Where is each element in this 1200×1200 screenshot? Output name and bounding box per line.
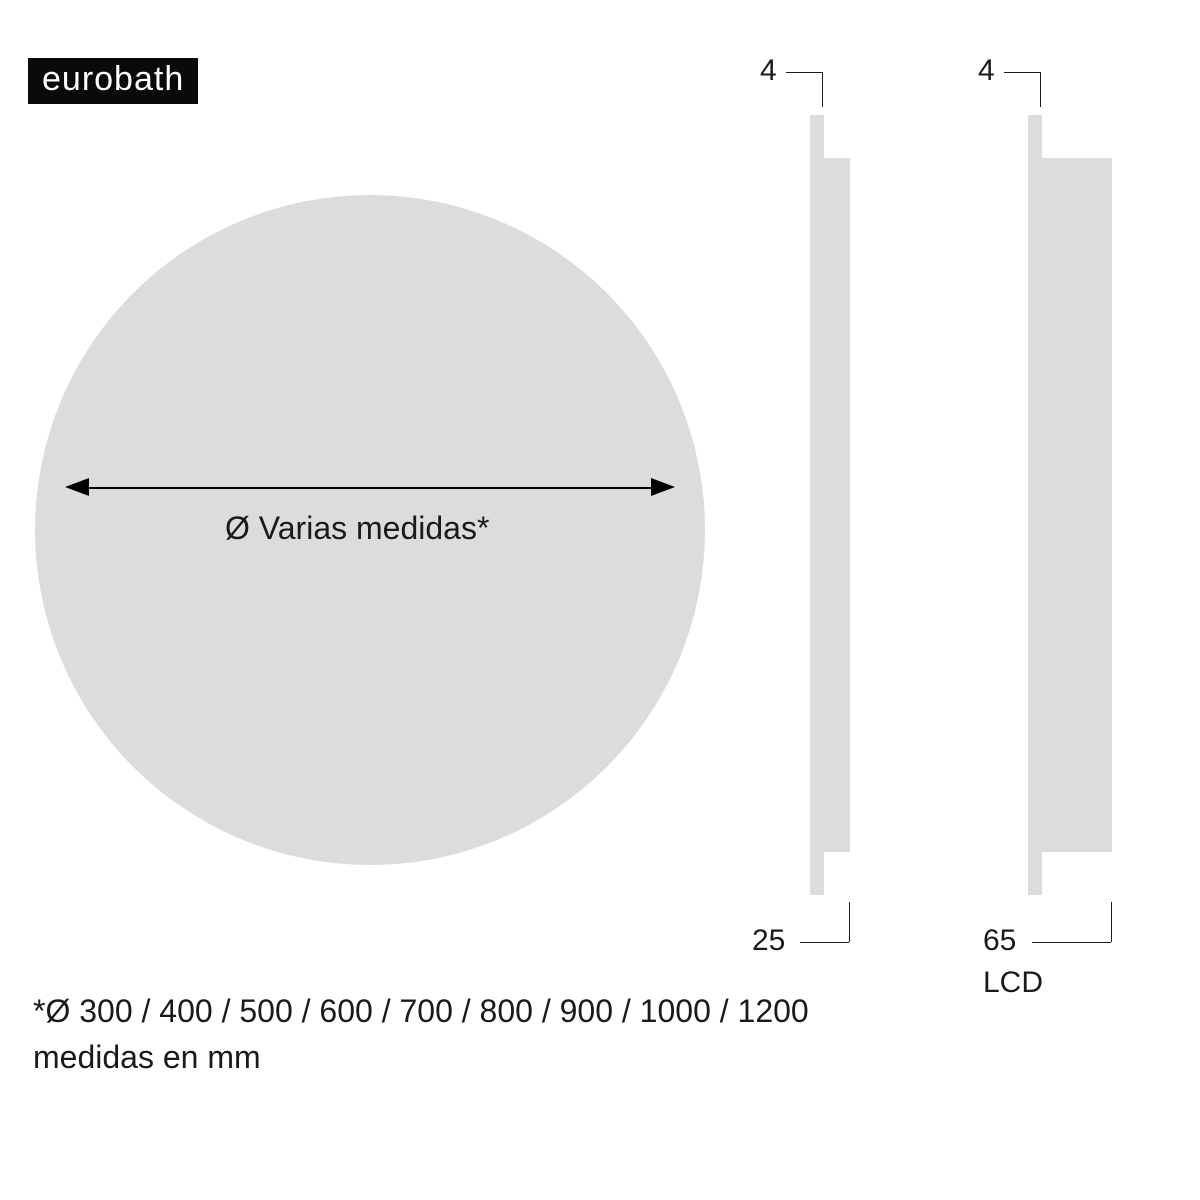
- leader-line: [1040, 72, 1041, 107]
- profile-lcd-top-value: 4: [978, 54, 995, 88]
- profile-lcd-bottom-value: 65: [983, 924, 1016, 958]
- profile-standard-face: [810, 115, 824, 895]
- profile-standard-bottom-value: 25: [752, 924, 785, 958]
- leader-line: [786, 72, 822, 73]
- profile-lcd-note: LCD: [983, 966, 1043, 1000]
- arrow-left-icon: [65, 478, 89, 496]
- profile-standard-top-value: 4: [760, 54, 777, 88]
- footnote-units: medidas en mm: [33, 1034, 809, 1080]
- leader-line: [1004, 72, 1040, 73]
- leader-line: [822, 72, 823, 107]
- leader-line: [1111, 902, 1112, 942]
- leader-line: [1032, 942, 1111, 943]
- brand-logo: eurobath: [28, 58, 198, 104]
- profile-standard-back: [824, 158, 850, 852]
- footnote-sizes: *Ø 300 / 400 / 500 / 600 / 700 / 800 / 9…: [33, 988, 809, 1034]
- diameter-label: Ø Varias medidas*: [225, 510, 489, 547]
- leader-line: [849, 902, 850, 942]
- profile-lcd-back: [1042, 158, 1112, 852]
- arrow-right-icon: [651, 478, 675, 496]
- leader-line: [800, 942, 849, 943]
- diameter-dimension-line: [85, 487, 655, 489]
- brand-name: eurobath: [42, 60, 184, 98]
- footnote: *Ø 300 / 400 / 500 / 600 / 700 / 800 / 9…: [33, 988, 809, 1081]
- profile-lcd-face: [1028, 115, 1042, 895]
